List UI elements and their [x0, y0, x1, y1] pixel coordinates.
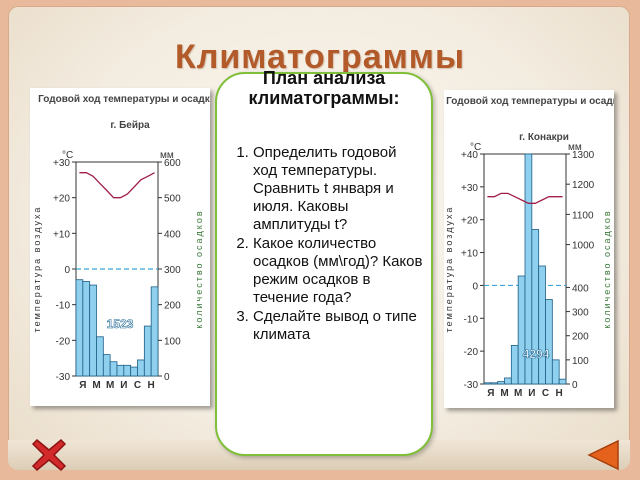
unit-left: °C	[62, 150, 73, 161]
right-tick-label: 400	[164, 229, 181, 240]
precip-bar	[504, 377, 512, 385]
chart-title: Годовой ход температуры и осадков	[38, 94, 210, 105]
axis-label-right: количество осадков	[194, 209, 204, 328]
precip-total: 1523	[107, 317, 134, 331]
month-label: Н	[556, 388, 563, 399]
left-tick-label: -20	[464, 347, 479, 358]
precip-bar	[102, 354, 111, 377]
axis-label-right: количество осадков	[602, 209, 612, 328]
precip-bar	[130, 366, 138, 377]
precip-total: 4294	[523, 347, 550, 361]
precip-bar	[558, 378, 567, 385]
right-tick-label: 200	[164, 301, 181, 312]
chart-conakry: Годовой ход температуры и осадков г. Кон…	[444, 90, 614, 408]
close-icon	[31, 438, 67, 472]
back-button[interactable]	[586, 438, 626, 472]
right-tick-label: 200	[572, 332, 589, 343]
slide-title: Климатограммы	[174, 38, 465, 76]
precip-bar	[143, 325, 152, 377]
month-label: И	[528, 388, 535, 399]
chart-beira: Годовой ход температуры и осадков г. Бей…	[30, 88, 210, 406]
month-label: М	[500, 388, 508, 399]
month-label: Я	[487, 388, 494, 399]
left-tick-label: -10	[56, 301, 71, 312]
plan-list: Определить годовой ход температуры. Срав…	[223, 144, 423, 345]
precip-bar	[116, 364, 125, 377]
precip-bar	[150, 286, 159, 377]
plan-title: План анализа климатограммы:	[248, 68, 400, 108]
precip-bar	[497, 381, 505, 385]
right-tick-label: 0	[572, 380, 578, 391]
plan-item: Сделайте вывод о типе климата	[253, 308, 423, 344]
precip-bar	[545, 299, 553, 385]
right-tick-label: 1300	[572, 150, 595, 161]
left-tick-label: +30	[461, 183, 478, 194]
precip-bar	[109, 361, 118, 377]
left-tick-label: +10	[461, 249, 478, 260]
chart-title: Годовой ход температуры и осадков	[446, 96, 614, 107]
right-tick-label: 300	[572, 308, 589, 319]
close-button[interactable]	[30, 436, 68, 474]
left-tick-label: 0	[64, 265, 70, 276]
right-tick-label: 500	[164, 194, 181, 205]
precip-bar	[510, 344, 519, 385]
right-tick-label: 300	[164, 265, 181, 276]
axis-label-left: температура воздуха	[32, 206, 42, 333]
left-tick-label: -20	[56, 336, 71, 347]
month-label: М	[92, 380, 100, 391]
precip-bar	[538, 265, 546, 385]
precip-bar	[551, 359, 560, 385]
chart-city: г. Конакри	[519, 132, 569, 143]
unit-left: °C	[470, 142, 481, 153]
right-tick-label: 100	[164, 336, 181, 347]
right-tick-label: 400	[572, 283, 589, 294]
chart-city: г. Бейра	[110, 120, 150, 131]
unit-right: мм	[160, 150, 174, 161]
analysis-plan-box: План анализа климатограммы: Определить г…	[215, 68, 433, 456]
month-label: Я	[79, 380, 86, 391]
right-tick-label: 1200	[572, 180, 595, 191]
temperature-line	[487, 192, 563, 204]
precip-bar	[75, 279, 84, 377]
precip-bar	[96, 336, 104, 377]
back-arrow-icon	[587, 439, 619, 471]
left-tick-label: +10	[53, 229, 70, 240]
left-tick-label: +40	[461, 150, 478, 161]
right-tick-label: 1100	[572, 210, 594, 221]
temperature-line	[79, 172, 155, 199]
plan-item: Определить годовой ход температуры. Срав…	[253, 144, 423, 234]
month-label: И	[120, 380, 127, 391]
left-tick-label: +30	[53, 158, 70, 169]
precip-bar	[89, 284, 97, 377]
precip-bar	[490, 382, 499, 385]
plan-item: Какое количество осадков (мм\год)? Каков…	[253, 235, 423, 307]
precip-bar	[517, 275, 526, 385]
precip-bar	[82, 281, 91, 377]
right-tick-label: 0	[164, 372, 170, 383]
left-tick-label: -30	[56, 372, 71, 383]
right-tick-label: 1000	[572, 241, 595, 252]
left-tick-label: +20	[53, 194, 70, 205]
right-tick-label: 600	[164, 158, 181, 169]
precip-bar	[137, 359, 145, 377]
left-tick-label: -10	[464, 314, 479, 325]
left-tick-label: -30	[464, 380, 479, 391]
precip-bar	[483, 382, 492, 385]
month-label: Н	[148, 380, 155, 391]
left-tick-label: +20	[461, 216, 478, 227]
right-tick-label: 100	[572, 356, 589, 367]
month-label: М	[514, 388, 522, 399]
axis-label-left: температура воздуха	[444, 206, 454, 333]
month-label: С	[134, 380, 141, 391]
month-label: С	[542, 388, 549, 399]
month-label: М	[106, 380, 114, 391]
left-tick-label: 0	[472, 281, 478, 292]
unit-right: мм	[568, 142, 582, 153]
precip-bar	[123, 364, 132, 377]
